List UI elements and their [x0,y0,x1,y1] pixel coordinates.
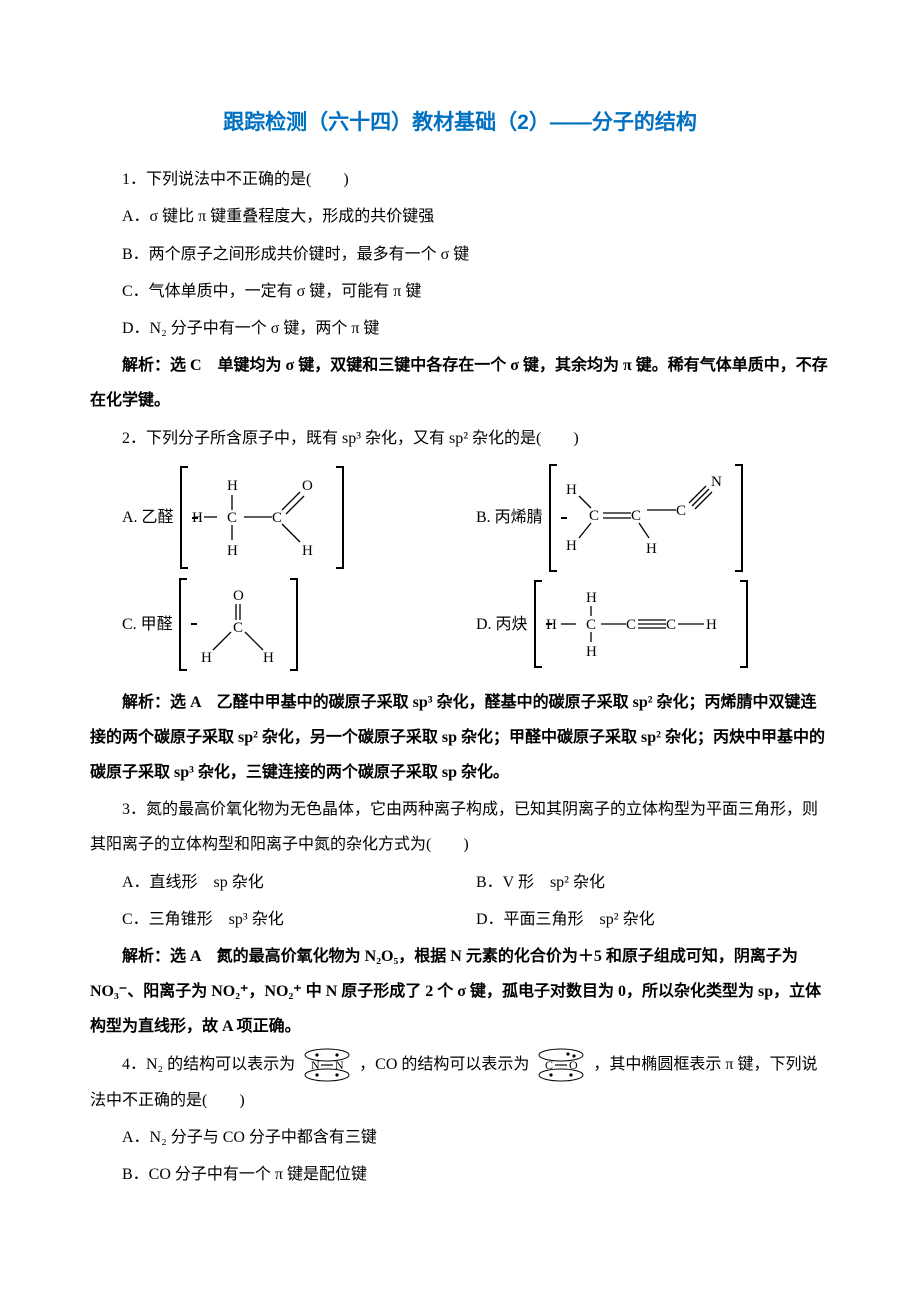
svg-text:O: O [233,588,244,604]
q2-label-d: D. 丙炔 [476,607,528,642]
svg-text:N: N [711,474,722,490]
q3-opt-b: B．V 形 sp² 杂化 [476,865,830,900]
q2-opt-c: C. 甲醛 O C H H [122,578,476,671]
svg-text:C: C [233,620,243,636]
svg-text:C: C [626,617,636,633]
svg-text:C: C [272,510,282,526]
q1-answer: 解析：选 C 单键均为 σ 键，双键和三键中各存在一个 σ 键，其余均为 π 键… [90,348,830,418]
q2-opt-a: A. 乙醛 H H C H C O [122,464,476,572]
svg-text:C: C [676,503,686,519]
q2-label-c: C. 甲醛 [122,607,173,642]
svg-text:H: H [227,543,238,559]
svg-text:C: C [545,1058,553,1072]
q2-opt-d: D. 丙炔 H H C H C [476,578,830,671]
svg-text:H: H [586,644,597,660]
svg-text:H: H [302,543,313,559]
svg-text:H: H [263,650,274,666]
svg-text:C: C [586,617,596,633]
svg-text:C: C [631,508,641,524]
q2-label-a: A. 乙醛 [122,500,174,535]
q2-opt-b: B. 丙烯腈 H C H C [476,464,830,572]
q3-opt-d: D．平面三角形 sp² 杂化 [476,902,830,937]
svg-text:N: N [335,1058,344,1072]
q4-stem: 4．N₂ 的结构可以表示为 N N ，CO 的结构可以表示为 C O ，其中椭圆… [90,1047,830,1119]
q2-answer: 解析：选 A 乙醛中甲基中的碳原子采取 sp³ 杂化，醛基中的碳原子采取 sp²… [90,685,830,791]
svg-text:C: C [589,508,599,524]
propyne-structure-icon: H H C H C C H [546,584,736,664]
q2-molecule-grid: A. 乙醛 H H C H C O [90,464,830,677]
q3-stem: 3．氮的最高价氧化物为无色晶体，它由两种离子构成，已知其阴离子的立体构型为平面三… [90,792,830,862]
svg-text:O: O [569,1058,578,1072]
svg-text:H: H [201,650,212,666]
q1-opt-c: C．气体单质中，一定有 σ 键，可能有 π 键 [90,274,830,309]
q4-stem-a: 4．N₂ 的结构可以表示为 [122,1056,295,1073]
bracket-icon: O C H H [179,578,298,671]
n2-pi-bond-icon: N N [299,1047,355,1083]
formaldehyde-structure-icon: O C H H [191,582,286,667]
bracket-icon: H H C H C C H [534,580,748,668]
svg-text:H: H [227,478,238,494]
q1-opt-d: D．N₂ 分子中有一个 σ 键，两个 π 键 [90,311,830,346]
svg-text:H: H [546,617,557,633]
q4-opt-a: A．N₂ 分子与 CO 分子中都含有三键 [90,1120,830,1155]
svg-text:N: N [311,1058,320,1072]
q1-opt-b: B．两个原子之间形成共价键时，最多有一个 σ 键 [90,237,830,272]
svg-text:H: H [586,590,597,606]
q3-answer: 解析：选 A 氮的最高价氧化物为 N₂O₅，根据 N 元素的化合价为＋5 和原子… [90,939,830,1045]
q3-opt-c: C．三角锥形 sp³ 杂化 [122,902,476,937]
acetaldehyde-structure-icon: H H C H C O H [192,470,332,565]
bracket-icon: H C H C H C N [549,464,743,572]
q2-stem: 2．下列分子所含原子中，既有 sp³ 杂化，又有 sp² 杂化的是( ) [90,421,830,456]
co-pi-bond-icon: C O [533,1047,589,1083]
q2-label-b: B. 丙烯腈 [476,500,543,535]
svg-text:O: O [302,478,313,494]
q1-opt-a: A．σ 键比 π 键重叠程度大，形成的共价键强 [90,199,830,234]
svg-text:H: H [566,538,577,554]
page-title: 跟踪检测（六十四）教材基础（2）——分子的结构 [90,100,830,146]
q4-stem-b: ，CO 的结构可以表示为 [359,1056,529,1073]
svg-text:H: H [566,482,577,498]
svg-text:H: H [706,617,717,633]
q4-opt-b: B．CO 分子中有一个 π 键是配位键 [90,1157,830,1192]
q3-opt-a: A．直线形 sp 杂化 [122,865,476,900]
svg-text:H: H [646,541,657,557]
q1-stem: 1．下列说法中不正确的是( ) [90,162,830,197]
svg-text:C: C [227,510,237,526]
svg-text:C: C [666,617,676,633]
acrylonitrile-structure-icon: H C H C H C N [561,468,731,568]
svg-text:H: H [192,510,203,526]
bracket-icon: H H C H C O H [180,466,344,569]
